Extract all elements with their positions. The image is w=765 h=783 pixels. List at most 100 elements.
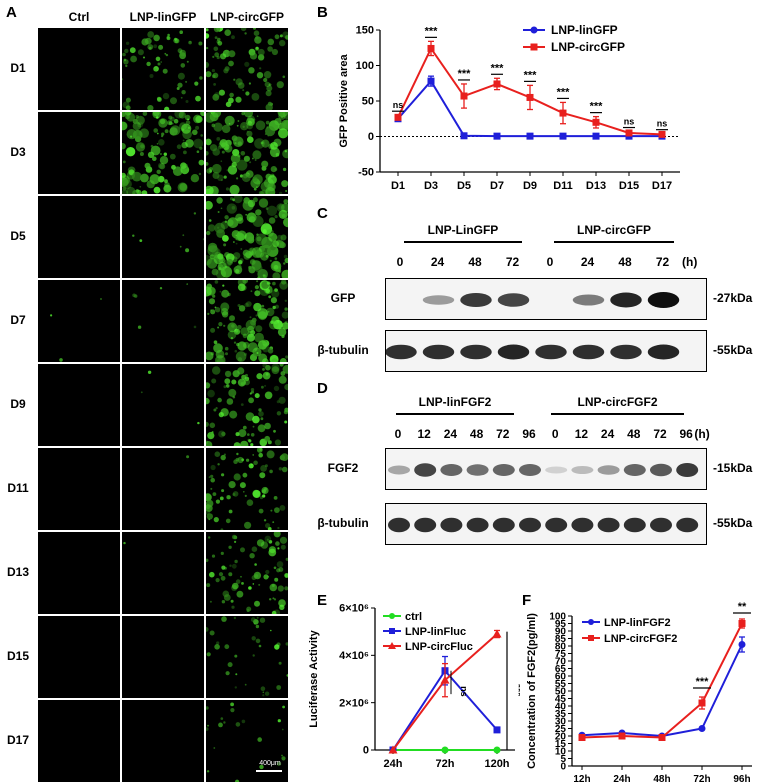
fluorescent-cell (281, 119, 288, 131)
fluorescent-cell (266, 450, 275, 459)
fluorescent-cell (269, 259, 272, 262)
fluorescent-cell (278, 112, 286, 120)
x-tick-label: 72h (436, 758, 455, 770)
fluorescent-cell (247, 236, 255, 244)
fluorescent-cell (263, 519, 267, 522)
significance-mark: *** (425, 25, 439, 37)
y-tick-label: 80 (555, 641, 567, 652)
row-header: D9 (10, 397, 26, 411)
fluorescent-cell (216, 197, 223, 204)
fluorescent-cell (254, 600, 260, 607)
blot-band (387, 465, 411, 475)
fluorescent-cell (229, 315, 235, 322)
fluorescent-cell (259, 617, 266, 623)
data-point (388, 745, 398, 754)
micrograph-tile (38, 616, 120, 698)
y-tick-label: 50 (362, 96, 374, 108)
lane-label: 24 (580, 255, 595, 269)
fluorescent-cell (224, 644, 230, 650)
fluorescent-cell (266, 538, 269, 541)
molecular-weight: -15kDa (713, 461, 753, 475)
significance-mark: *** (696, 676, 710, 688)
fluorescent-cell (210, 352, 215, 356)
fluorescent-cell (213, 517, 219, 523)
fluorescent-cell (247, 325, 255, 333)
fluorescent-cell (224, 66, 230, 72)
fluorescent-cell (100, 298, 102, 300)
fluorescent-cell (271, 610, 277, 614)
fluorescent-cell (253, 460, 258, 466)
fluorescent-cell (273, 319, 283, 330)
fluorescent-cell (283, 254, 288, 259)
panel-c-label: C (317, 205, 328, 222)
fluorescent-cell (208, 476, 211, 478)
fluorescent-cell (180, 162, 187, 169)
fluorescent-cell (247, 199, 256, 208)
fluorescent-cell (186, 455, 190, 459)
group-underline (551, 413, 684, 415)
lane-label: 24 (600, 427, 615, 441)
fluorescent-cell (212, 55, 215, 58)
fluorescent-cell (220, 53, 227, 60)
fluorescent-cell (208, 518, 211, 521)
fluorescent-cell (279, 191, 283, 194)
fluorescent-cell (147, 151, 155, 158)
blot-bands (386, 344, 680, 360)
data-point (526, 93, 534, 101)
fluorescent-cell (257, 54, 265, 61)
fluorescent-cell (229, 92, 234, 98)
fluorescent-cell (220, 221, 229, 230)
fluorescent-cell (171, 164, 176, 170)
fluorescent-cell (271, 364, 280, 372)
fluorescent-cell (256, 280, 259, 283)
fluorescent-cell (270, 629, 272, 632)
row-header: D17 (6, 733, 29, 747)
fluorescent-cell (280, 234, 287, 241)
fluorescent-cell (278, 396, 286, 404)
fluorescent-cell (244, 683, 247, 686)
fluorescent-cell (261, 486, 269, 495)
fluorescent-cell (233, 442, 241, 446)
row-header: D7 (10, 313, 26, 327)
fluorescent-cell (193, 325, 197, 329)
fluorescent-cell (276, 761, 282, 766)
fluorescence-pattern (206, 616, 288, 697)
fluorescent-cell (260, 141, 264, 145)
fluorescent-cell (215, 578, 220, 583)
fluorescent-cell (228, 545, 232, 549)
fluorescent-cell (208, 219, 212, 222)
lane-label: 48 (469, 427, 484, 441)
micrograph-tile (206, 196, 288, 278)
fluorescent-cell (249, 161, 252, 164)
fluorescent-cell (185, 100, 189, 103)
y-tick-label: 75 (555, 649, 567, 660)
fluorescent-cell (264, 422, 271, 430)
fluorescent-cell (212, 72, 219, 79)
fluorescent-cell (206, 382, 211, 389)
fluorescent-cell (255, 325, 263, 333)
fluorescent-cell (228, 481, 236, 489)
fluorescent-cell (245, 213, 248, 216)
fluorescent-cell (274, 257, 278, 260)
fluorescent-cell (212, 93, 220, 101)
fluorescent-cell (278, 599, 286, 607)
fluorescent-cell (278, 567, 284, 572)
fluorescent-cell (159, 287, 163, 290)
fluorescent-cell (219, 496, 224, 501)
fluorescent-cell (206, 706, 209, 710)
fluorescent-cell (149, 74, 154, 78)
fluorescent-cell (163, 152, 167, 156)
y-tick-label: 100 (356, 60, 374, 72)
blot-row-label: GFP (330, 291, 356, 305)
fluorescence-pattern (206, 28, 288, 110)
fluorescent-cell (219, 139, 228, 148)
fluorescent-cell (264, 384, 267, 387)
group-underline (554, 241, 674, 243)
fluorescent-cell (245, 412, 255, 421)
y-tick-label: 0 (560, 761, 566, 772)
fluorescent-cell (274, 215, 278, 219)
fluorescent-cell (137, 325, 142, 329)
fluorescent-cell (246, 130, 253, 137)
x-tick-label: 24h (613, 774, 630, 783)
y-tick-label: 95 (555, 619, 567, 630)
